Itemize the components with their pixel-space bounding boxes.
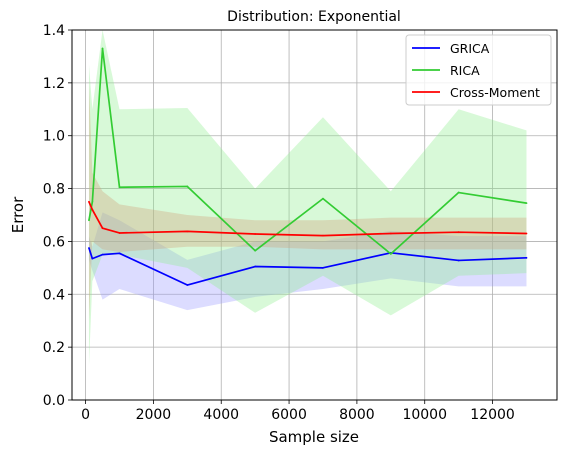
data-point xyxy=(457,259,460,262)
data-point xyxy=(88,247,90,249)
data-point xyxy=(118,232,121,234)
data-point xyxy=(254,265,257,268)
y-tick-label: 0.0 xyxy=(43,393,65,409)
x-tick-label: 0 xyxy=(81,407,90,423)
data-point xyxy=(457,231,460,234)
confidence-bands xyxy=(88,30,527,366)
plot-frame xyxy=(71,29,558,401)
series-lines xyxy=(88,47,528,286)
series-line-1 xyxy=(88,47,527,255)
legend-box xyxy=(405,34,552,106)
data-point xyxy=(457,191,460,194)
x-tick-label: 10000 xyxy=(402,407,447,423)
data-point xyxy=(101,253,104,256)
data-point xyxy=(101,47,104,50)
data-point xyxy=(322,266,324,269)
data-point xyxy=(186,185,189,188)
y-axis-ticks: 0.0 0.2 0.4 0.6 0.8 1.0 1.2 1.4 xyxy=(43,23,72,409)
x-tick-label: 2000 xyxy=(136,407,172,423)
confidence-band-1 xyxy=(88,30,527,366)
series-line-0 xyxy=(88,247,527,286)
data-point xyxy=(254,249,257,252)
data-point xyxy=(186,284,189,286)
data-point xyxy=(91,208,94,211)
x-tick-label: 6000 xyxy=(271,407,307,423)
chart-title: Distribution: Exponential xyxy=(227,9,401,25)
x-tick-label: 12000 xyxy=(470,407,515,423)
y-tick-label: 0.4 xyxy=(43,287,65,303)
legend: GRICA RICA Cross-Moment xyxy=(405,34,552,106)
x-axis-ticks: 0 2000 4000 6000 8000 10000 12000 xyxy=(81,400,515,423)
data-point xyxy=(389,232,392,235)
data-point xyxy=(101,227,104,230)
data-point xyxy=(91,200,94,203)
confidence-band-0 xyxy=(88,212,527,311)
data-point xyxy=(118,186,121,189)
data-point xyxy=(322,197,324,200)
data-point xyxy=(88,219,90,222)
y-tick-label: 1.2 xyxy=(43,76,65,92)
legend-label: Cross-Moment xyxy=(450,85,540,100)
data-point xyxy=(118,252,121,255)
x-tick-label: 4000 xyxy=(203,407,239,423)
y-tick-label: 1.0 xyxy=(43,129,65,145)
data-point xyxy=(525,202,528,205)
data-point xyxy=(88,200,90,203)
data-point xyxy=(91,257,94,260)
y-tick-label: 0.2 xyxy=(43,340,65,356)
y-axis-label: Error xyxy=(9,196,27,233)
y-tick-label: 1.4 xyxy=(43,23,65,39)
data-point xyxy=(525,256,528,259)
legend-label: RICA xyxy=(450,63,480,78)
series-line-2 xyxy=(88,201,527,237)
data-point xyxy=(322,234,324,237)
x-axis-label: Sample size xyxy=(269,428,359,446)
data-point xyxy=(186,230,189,233)
data-point xyxy=(525,232,528,235)
legend-label: GRICA xyxy=(450,41,490,56)
data-point xyxy=(254,233,257,235)
x-tick-label: 8000 xyxy=(339,407,375,423)
data-point xyxy=(389,252,392,255)
y-tick-label: 0.6 xyxy=(43,234,65,250)
y-tick-label: 0.8 xyxy=(43,182,65,198)
